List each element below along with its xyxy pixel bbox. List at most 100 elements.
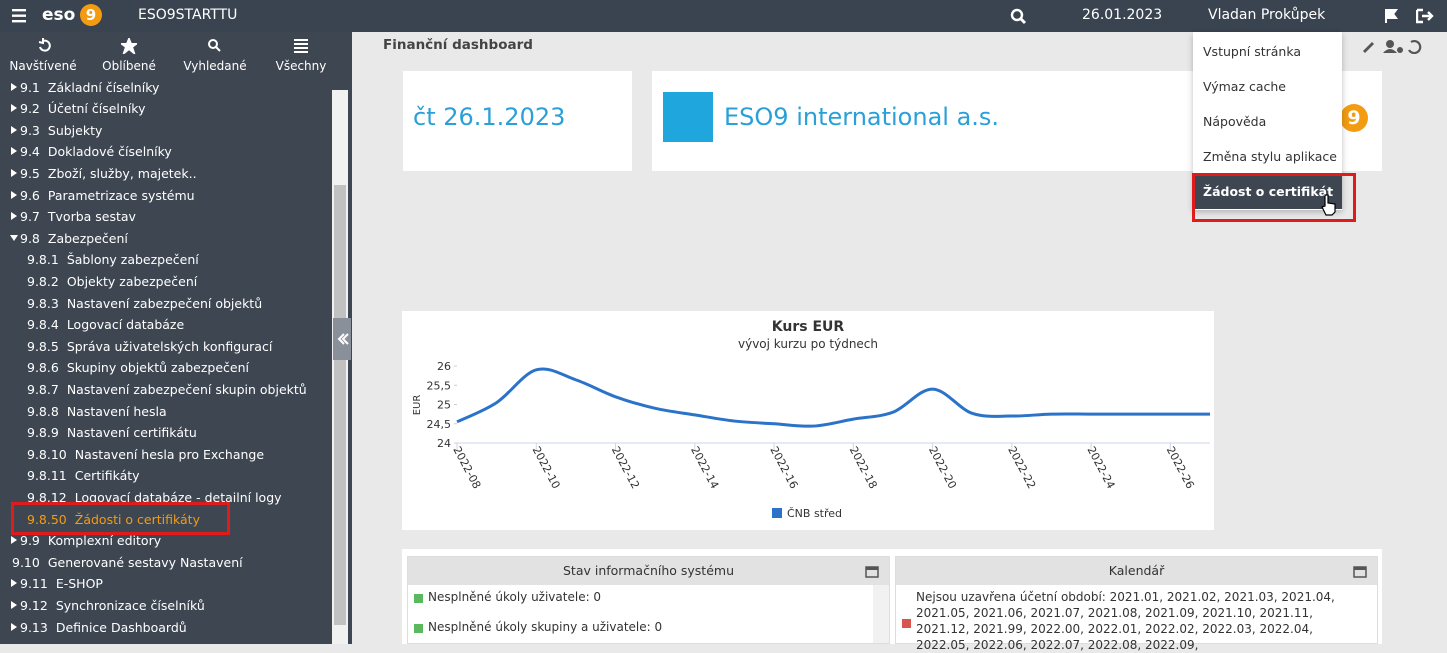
panel-item: Nesplněné úkoly skupiny a uživatele: 0 xyxy=(414,619,865,635)
date: 26.01.2023 xyxy=(1082,7,1163,23)
item-label: Certifikáty xyxy=(74,468,140,484)
company-logo xyxy=(663,92,713,142)
item-number: 9.7 xyxy=(20,209,40,225)
tree-item[interactable]: 9.8.3 Nastavení zabezpečení objektů xyxy=(27,293,262,314)
tree-item[interactable]: 9.8 Zabezpečení xyxy=(10,228,128,249)
tree-item[interactable]: 9.2 Účetní číselníky xyxy=(10,98,145,119)
item-number: 9.13 xyxy=(20,619,48,635)
tree-item[interactable]: 9.8.12 Logovací databáze - detailní logy xyxy=(27,487,282,508)
tab-icon-shape xyxy=(38,38,51,52)
tree-item[interactable]: 9.7 Tvorba sestav xyxy=(10,206,136,227)
item-number: 9.12 xyxy=(20,597,48,613)
tab[interactable]: Vyhledané xyxy=(172,38,258,73)
app-name: ESO9STARTTU xyxy=(138,7,238,23)
flag-icon[interactable] xyxy=(1384,8,1400,24)
item-number: 9.8.1 xyxy=(27,252,59,268)
chart-subtitle: vývoj kurzu po týdnech xyxy=(738,337,878,351)
tab-label: Vyhledané xyxy=(183,59,247,73)
arrow xyxy=(10,234,18,241)
status-square xyxy=(414,594,423,603)
toggle-arrow xyxy=(10,234,18,241)
item-label: Nastavení hesla pro Exchange xyxy=(74,446,265,462)
item-label: Základní číselníky xyxy=(47,80,160,95)
tree-item[interactable]: 9.5 Zboží, služby, majetek.. xyxy=(10,163,197,184)
scrollbar[interactable] xyxy=(873,585,889,643)
item-label: Definice Dashboardů xyxy=(55,619,187,635)
highlight-box xyxy=(1192,173,1356,222)
tree-item[interactable]: 9.8.6 Skupiny objektů zabezpečení xyxy=(27,357,249,378)
menu-icon[interactable] xyxy=(12,9,28,23)
item-label: Nastavení certifikátu xyxy=(66,425,197,441)
tab[interactable]: Oblíbené xyxy=(86,36,172,73)
tree-item[interactable]: 9.9 Komplexní editory xyxy=(10,530,161,551)
collapse-handle[interactable] xyxy=(333,318,351,360)
cursor xyxy=(1321,194,1336,216)
arrow xyxy=(11,579,17,588)
tab[interactable]: Navštívené xyxy=(0,38,86,73)
minimize-icon[interactable] xyxy=(1353,566,1367,578)
tree-item[interactable]: 9.10 Generované sestavy Nastavení xyxy=(12,552,243,573)
tree-item[interactable]: 9.4 Dokladové číselníky xyxy=(10,141,172,162)
item-label: Žádosti o certifikáty xyxy=(74,511,200,527)
tree-item[interactable]: 9.6 Parametrizace systému xyxy=(10,185,195,206)
top-bar: eso 9 ESO9STARTTU 26.01.2023 Vladan Prok… xyxy=(0,0,1447,32)
item-label: Tvorba sestav xyxy=(47,209,136,225)
item-number: 9.8 xyxy=(20,230,40,246)
highlight-box xyxy=(11,502,230,535)
menu-item[interactable]: Žádost o certifikát xyxy=(1193,174,1342,209)
status-panel: Stav informačního systému Nesplněné úkoly… xyxy=(407,556,890,644)
status-square xyxy=(902,619,911,628)
tree-item[interactable]: 9.3 Subjekty xyxy=(10,120,102,141)
x-tick-label: 2022-20 xyxy=(926,444,959,491)
tab-icon xyxy=(258,38,344,54)
menu-item[interactable]: Výmaz cache xyxy=(1203,79,1287,94)
arrow xyxy=(11,168,17,177)
x-tick-label: 2022-14 xyxy=(688,444,721,491)
tree-item[interactable]: 9.8.50 Žádosti o certifikáty xyxy=(27,509,200,530)
item-number: 9.8.11 xyxy=(27,468,67,484)
tree-item[interactable]: 9.8.11 Certifikáty xyxy=(27,465,140,486)
minimize-icon[interactable] xyxy=(865,566,879,578)
tree-item[interactable]: 9.8.8 Nastavení hesla xyxy=(27,401,167,422)
tree-item[interactable]: 9.8.2 Objekty zabezpečení xyxy=(27,271,197,292)
scrollbar[interactable] xyxy=(332,90,348,644)
tab-icon xyxy=(172,38,258,54)
menu-item[interactable]: Změna stylu aplikace xyxy=(1203,149,1337,164)
status-square xyxy=(414,624,423,633)
tree-item[interactable]: 9.8.5 Správa uživatelských konfigurací xyxy=(27,336,272,357)
dashboard-tools[interactable] xyxy=(1360,38,1440,54)
item-label: Dokladové číselníky xyxy=(47,144,172,160)
tree-item[interactable]: 9.13 Definice Dashboardů xyxy=(10,617,187,638)
tab-icon xyxy=(0,38,86,54)
search-icon[interactable] xyxy=(1010,8,1028,26)
arrow xyxy=(11,82,17,91)
tree-item[interactable]: 9.8.7 Nastavení zabezpečení skupin objekt… xyxy=(27,379,307,400)
scroll-thumb[interactable] xyxy=(334,185,346,625)
item-label: Logovací databáze xyxy=(66,317,185,333)
tree-item[interactable]: 9.8.9 Nastavení certifikátu xyxy=(27,422,197,443)
y-tick-label: 25,5 xyxy=(427,379,452,392)
tree-item[interactable]: 9.8.10 Nastavení hesla pro Exchange xyxy=(27,444,264,465)
user-name[interactable]: Vladan Prokůpek xyxy=(1208,7,1326,23)
menu-item[interactable]: Vstupní stránka xyxy=(1203,44,1302,59)
item-label: Nastavení hesla xyxy=(66,403,167,419)
item-number: 9.10 xyxy=(12,554,40,570)
tree-item[interactable]: 9.11 E-SHOP xyxy=(10,573,103,594)
y-tick-label: 26 xyxy=(437,360,451,373)
card-date: čt 26.1.2023 xyxy=(413,103,566,131)
tree-item[interactable]: 9.12 Synchronizace číselníků xyxy=(10,595,205,616)
toggle-arrow xyxy=(11,212,17,221)
item-label: Parametrizace systému xyxy=(47,187,195,203)
item-number: 9.2 xyxy=(20,101,40,117)
menu-item[interactable]: Nápověda xyxy=(1203,114,1267,129)
item-number: 9.3 xyxy=(20,122,40,138)
panel-header: Kalendář xyxy=(896,557,1377,585)
tree-item[interactable]: 9.8.1 Šablony zabezpečení xyxy=(27,249,199,270)
tree-item[interactable]: 9.1 Základní číselníky xyxy=(10,80,159,98)
user-menu: Vstupní stránka Výmaz cache Nápověda Změna … xyxy=(1193,32,1342,210)
tab[interactable]: Všechny xyxy=(258,38,344,73)
toggle-arrow xyxy=(11,536,17,545)
logout-icon[interactable] xyxy=(1416,8,1434,24)
item-label: E-SHOP xyxy=(55,576,103,592)
tree-item[interactable]: 9.8.4 Logovací databáze xyxy=(27,314,184,335)
